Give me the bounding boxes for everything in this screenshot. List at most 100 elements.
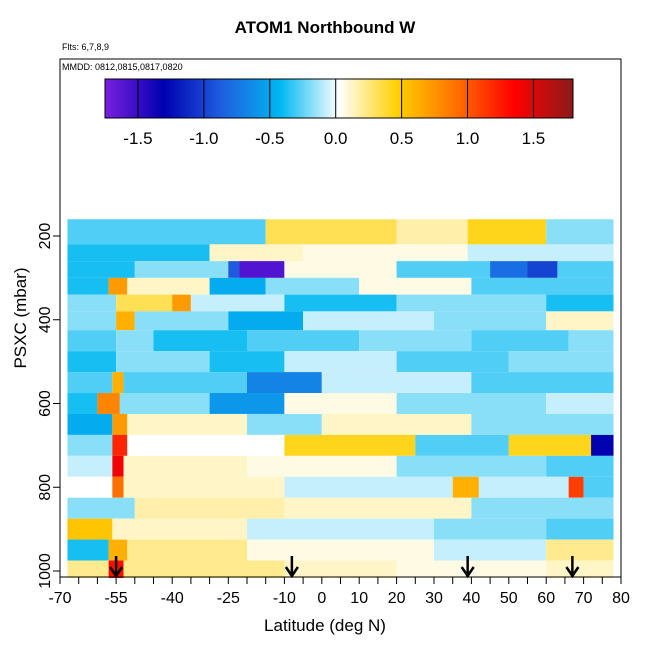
x-tick-label: -25: [217, 590, 240, 607]
heat-cell: [284, 497, 472, 519]
heat-cell: [127, 277, 210, 295]
x-tick-label: 80: [612, 590, 630, 607]
profile-markers: [109, 556, 580, 579]
heat-cell: [265, 277, 360, 295]
heat-cell: [97, 393, 120, 414]
heat-cell: [209, 244, 304, 262]
colorbar-tick-label: 1.0: [456, 129, 480, 148]
heat-cell: [67, 294, 117, 312]
heat-cell: [396, 294, 547, 312]
y-tick-label: 800: [37, 474, 54, 501]
heat-cell: [119, 393, 210, 414]
heat-cell: [123, 560, 285, 578]
x-tick-label: 20: [388, 590, 406, 607]
x-tick-label: 10: [350, 590, 368, 607]
heat-cell: [67, 219, 266, 245]
heat-cell: [508, 351, 614, 373]
heat-cell: [359, 330, 472, 352]
heat-cell: [116, 330, 154, 352]
colorbar-box: [104, 78, 574, 119]
heat-cell: [67, 311, 117, 331]
heat-cell: [239, 261, 285, 278]
colorbar-tick-label: 1.5: [522, 129, 546, 148]
heat-cell: [108, 539, 128, 561]
heat-cell: [67, 393, 98, 414]
chart-title: ATOM1 Northbound W: [234, 18, 416, 37]
heat-cell: [67, 413, 113, 435]
heat-cell: [67, 434, 113, 456]
x-tick-label: 0: [317, 590, 326, 607]
heat-cell: [123, 455, 247, 477]
profile-marker-head: [565, 566, 580, 579]
heat-cell: [108, 277, 128, 295]
heat-cell: [546, 393, 614, 414]
heat-cell: [546, 219, 614, 245]
heat-cell: [546, 560, 614, 578]
heat-cell: [247, 518, 434, 540]
heat-cell: [127, 413, 247, 435]
heat-cell: [452, 476, 479, 498]
heat-cell: [396, 393, 547, 414]
heat-cell: [284, 351, 397, 373]
heat-cell: [265, 219, 397, 245]
heat-cell: [396, 455, 547, 477]
heat-cell: [209, 277, 266, 295]
heat-cell: [546, 294, 614, 312]
heat-cell: [123, 372, 247, 394]
heat-cell: [359, 277, 472, 295]
heat-cell: [568, 330, 614, 352]
heat-cell: [471, 497, 614, 519]
heat-cell: [527, 261, 558, 278]
heat-cell: [471, 372, 614, 394]
x-tick-label: -40: [161, 590, 184, 607]
heat-cell: [67, 518, 113, 540]
heat-cell: [112, 455, 124, 477]
x-axis: -70 -55 -40 -25 -10 0 10 20 30 40 50 60 70 80: [48, 577, 630, 607]
heat-cell: [546, 311, 614, 331]
colorbar-tick-label: -1.0: [189, 129, 218, 148]
profile-marker-head: [284, 566, 299, 579]
y-axis-title: PSXC (mbar): [11, 267, 30, 369]
heat-cell: [490, 261, 528, 278]
heat-cell: [112, 434, 128, 456]
heat-cell: [67, 497, 135, 519]
heat-cell: [247, 413, 322, 435]
heat-cell: [303, 244, 468, 262]
y-tick-label: 200: [37, 223, 54, 250]
heat-cell: [67, 539, 109, 561]
dates-subtitle: MMDD: 0812,0815,0817,0820: [62, 62, 183, 72]
heat-cell: [284, 261, 397, 278]
heat-cell: [415, 434, 509, 456]
heat-cell: [467, 219, 547, 245]
heat-cell: [321, 413, 472, 435]
heat-cell: [112, 413, 128, 435]
heat-cell: [303, 311, 434, 331]
heat-cell: [557, 261, 614, 278]
colorbar-tick-label: 0.5: [390, 129, 414, 148]
heat-cell: [228, 311, 304, 331]
heat-cell: [467, 244, 614, 262]
x-tick-label: 60: [537, 590, 555, 607]
y-tick-label: 400: [37, 306, 54, 333]
heat-cell: [546, 518, 614, 540]
heat-cell: [172, 294, 191, 312]
heat-cell: [396, 351, 509, 373]
heat-cell: [228, 261, 240, 278]
heat-cell: [116, 311, 135, 331]
heat-cell: [67, 261, 135, 278]
heat-cell: [583, 476, 614, 498]
heat-cell: [591, 434, 614, 456]
heat-cell: [546, 539, 614, 561]
heat-cell: [112, 518, 247, 540]
heatmap-layer: [67, 219, 614, 578]
heat-cell: [396, 219, 468, 245]
heat-cell: [284, 393, 397, 414]
colorbar-tick-label: -1.5: [123, 129, 152, 148]
heat-cell: [123, 476, 285, 498]
heat-cell: [284, 476, 453, 498]
heat-cell: [247, 330, 360, 352]
heat-cell: [67, 244, 210, 262]
heat-cell: [209, 393, 285, 414]
x-tick-label: -10: [273, 590, 296, 607]
x-tick-label: 50: [500, 590, 518, 607]
